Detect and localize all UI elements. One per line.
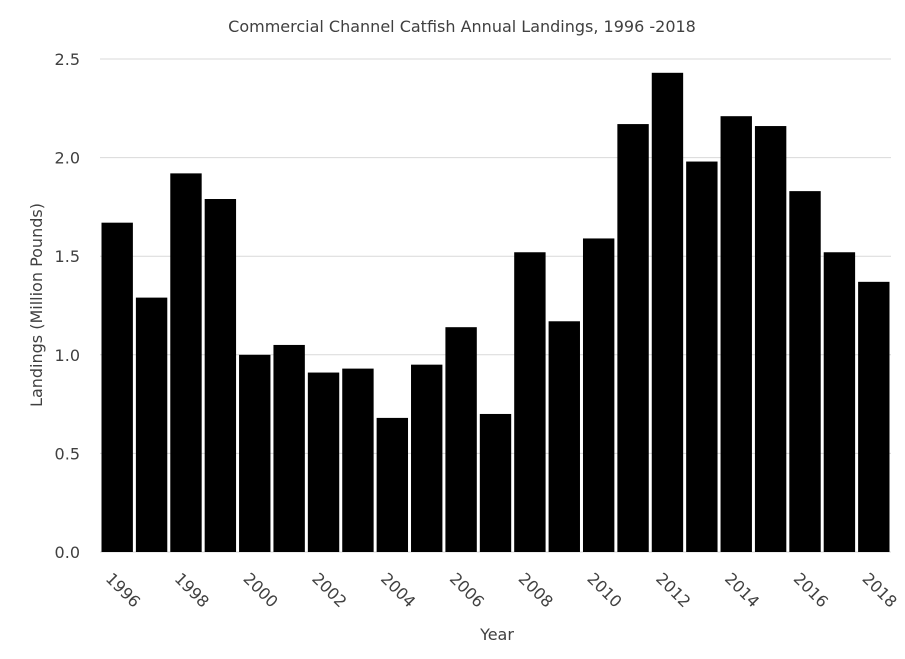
y-tick-label: 1.0	[55, 346, 80, 365]
bar-2003	[342, 368, 374, 552]
bar-2007	[479, 413, 512, 552]
bar-2008	[514, 252, 546, 553]
y-tick-label: 1.5	[55, 247, 80, 266]
x-tick-label: 2006	[446, 569, 488, 611]
bar-2010	[582, 238, 615, 552]
bar-2016	[789, 191, 821, 552]
bar-1997	[135, 297, 168, 552]
bar-1996	[101, 222, 133, 552]
bar-2009	[548, 321, 580, 552]
bar-2015	[754, 126, 787, 552]
y-tick-label: 0.0	[55, 543, 80, 562]
bar-2002	[307, 372, 340, 552]
x-tick-label: 2014	[721, 569, 763, 611]
bar-2017	[823, 252, 856, 553]
chart-title: Commercial Channel Catfish Annual Landin…	[228, 17, 696, 36]
x-axis-label: Year	[479, 625, 514, 644]
bar-2018	[858, 281, 890, 552]
bars	[101, 72, 890, 553]
bar-2006	[445, 327, 477, 552]
bar-1999	[204, 199, 237, 552]
x-tick-label: 2012	[652, 569, 694, 611]
y-axis-ticks: 0.0 0.5 1.0 1.5 2.0 2.5	[55, 50, 80, 562]
y-axis-label: Landings (Million Pounds)	[27, 203, 46, 407]
x-tick-label: 2000	[240, 569, 282, 611]
bar-2012	[651, 72, 684, 552]
bar-2014	[720, 116, 752, 553]
bar-2004	[376, 417, 409, 552]
x-tick-label: 2010	[583, 569, 625, 611]
y-tick-label: 2.5	[55, 50, 80, 69]
x-tick-label: 1998	[171, 569, 213, 611]
x-axis-ticks: 1996 1998 2000 2002 2004 2006 2008 2010 2012 2014…	[102, 569, 901, 611]
x-tick-label: 1996	[102, 569, 144, 611]
x-tick-label: 2016	[790, 569, 832, 611]
bar-2011	[617, 124, 649, 553]
bar-2005	[411, 364, 443, 552]
x-tick-label: 2002	[308, 569, 350, 611]
bar-2000	[239, 354, 271, 552]
x-tick-label: 2018	[859, 569, 901, 611]
y-tick-label: 2.0	[55, 149, 80, 168]
x-tick-label: 2004	[377, 569, 419, 611]
bar-1998	[170, 173, 202, 552]
y-tick-label: 0.5	[55, 444, 80, 463]
x-tick-label: 2008	[515, 569, 557, 611]
bar-2013	[686, 161, 718, 552]
bar-2001	[273, 344, 305, 552]
